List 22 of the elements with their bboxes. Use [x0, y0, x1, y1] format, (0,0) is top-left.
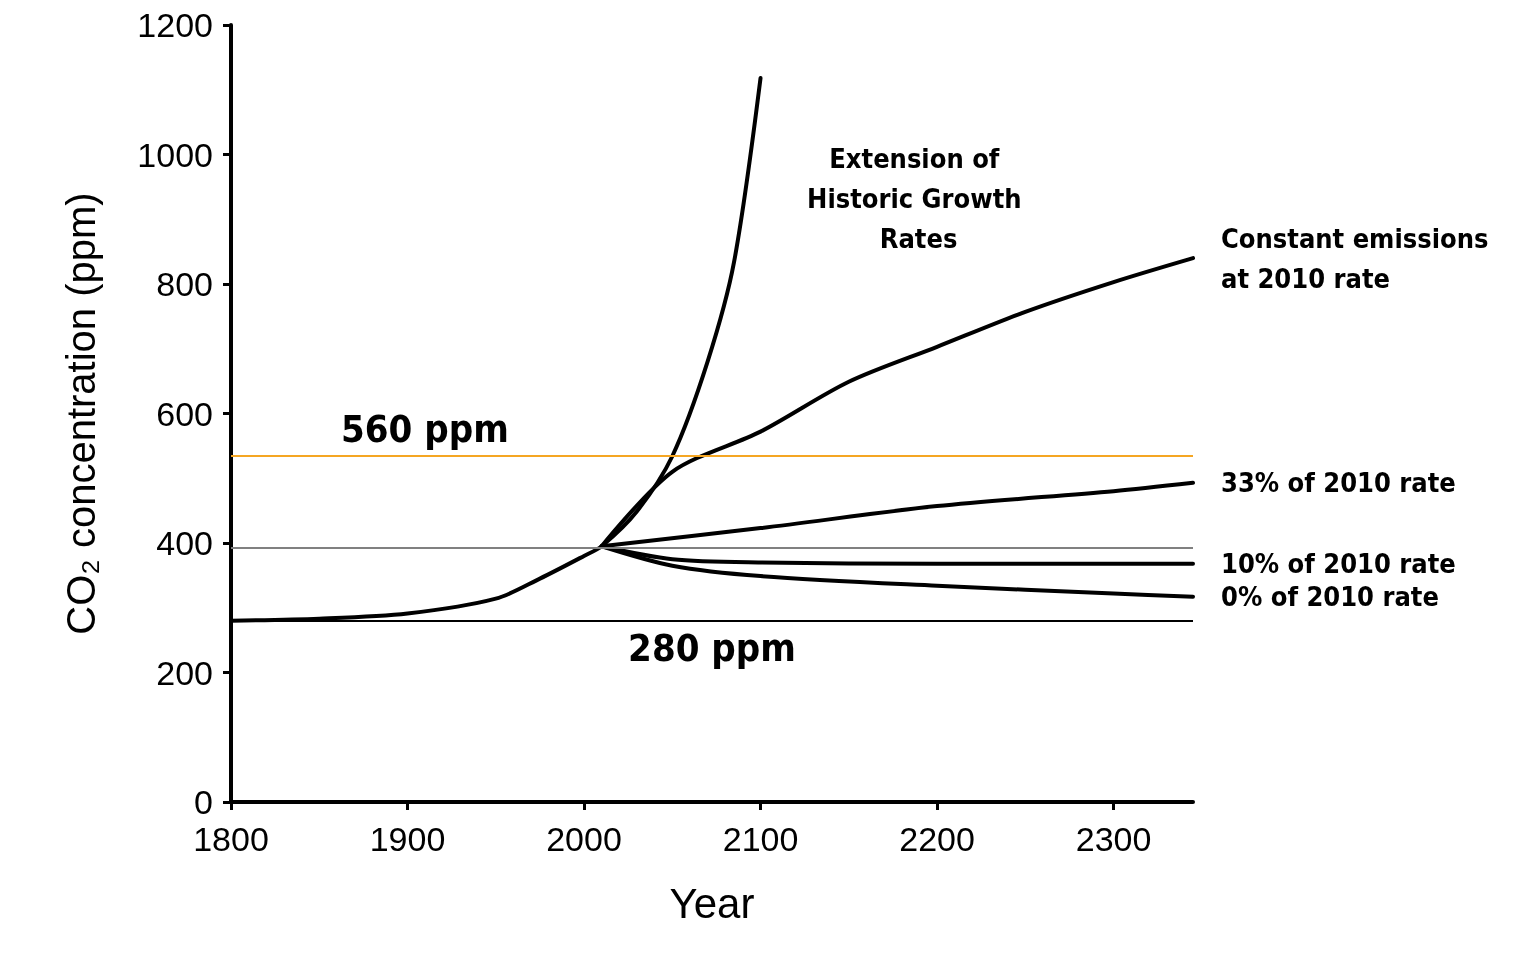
- y-axis-title: CO₂ concentration (ppm): [59, 192, 103, 635]
- y-tick-label: 200: [156, 653, 213, 692]
- series-label: 0% of 2010 rate: [1221, 581, 1439, 613]
- ref-line-label: 280 ppm: [628, 625, 796, 670]
- series-label: 10% of 2010 rate: [1221, 548, 1456, 580]
- series-label: 33% of 2010 rate: [1221, 467, 1456, 499]
- y-tick-label: 600: [156, 394, 213, 433]
- y-tick-label: 400: [156, 524, 213, 562]
- x-tick-label: 2200: [899, 820, 975, 858]
- text: Extension of Historic Growth Rates: [807, 142, 1031, 254]
- y-tick-label: 1200: [137, 6, 213, 44]
- x-tick-label: 2000: [546, 820, 622, 858]
- x-tick-label: 1800: [193, 820, 269, 858]
- x-tick-label: 2300: [1075, 820, 1152, 858]
- y-tick-label: 0: [194, 783, 213, 821]
- series-label: Constant emissions at 2010 rate: [1221, 222, 1497, 294]
- ref-line-label: 560 ppm: [341, 406, 509, 451]
- y-tick-label: 1000: [137, 135, 213, 174]
- y-tick-label: 800: [156, 265, 213, 303]
- x-tick-label: 2100: [722, 820, 799, 858]
- x-tick-label: 1900: [369, 820, 446, 858]
- x-axis-title: Year: [669, 879, 755, 927]
